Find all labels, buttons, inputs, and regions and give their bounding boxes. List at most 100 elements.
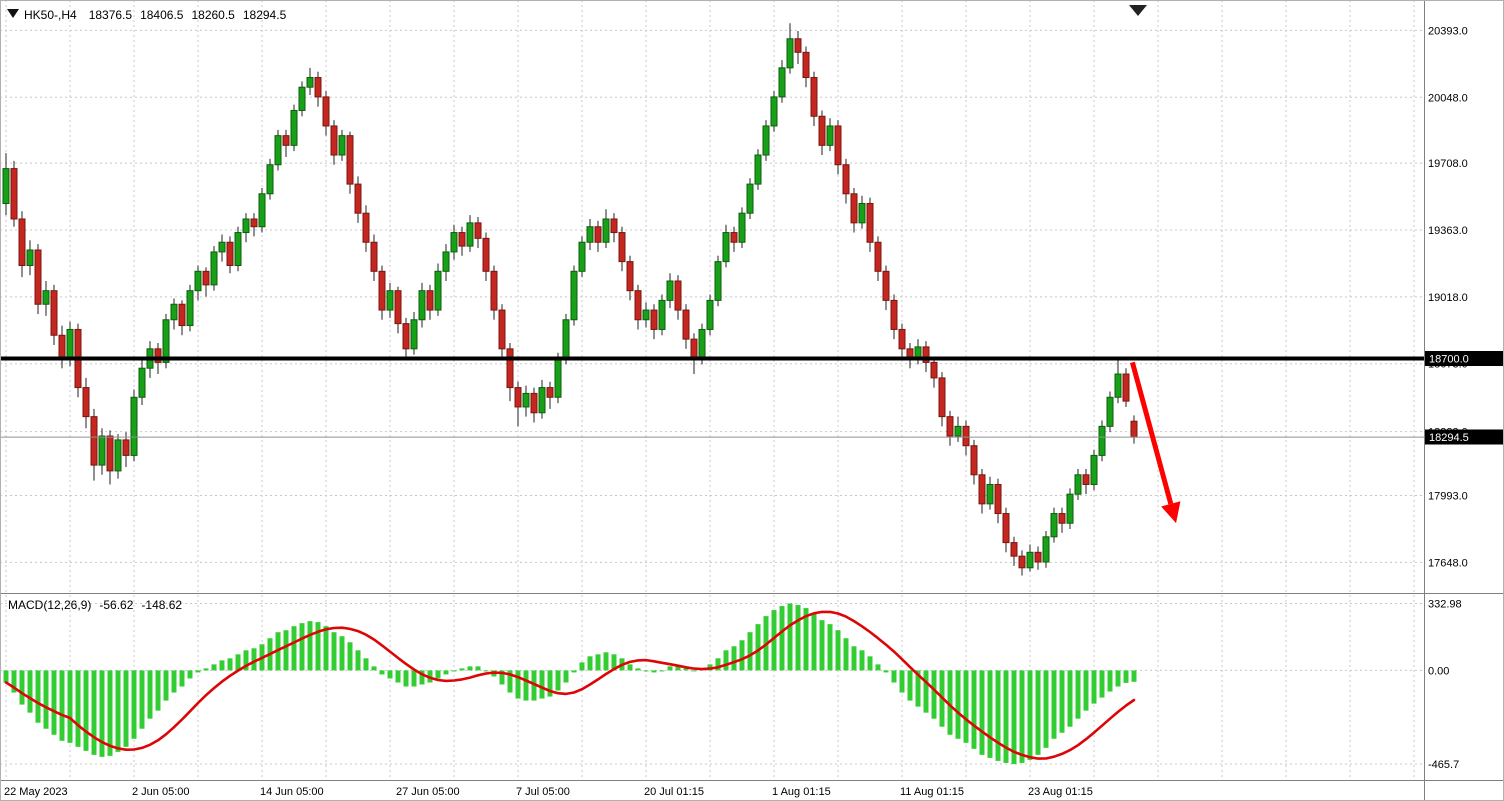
macd-histogram-bar <box>715 658 721 671</box>
candle-bull <box>266 164 274 195</box>
arrow-head[interactable] <box>1161 501 1181 524</box>
macd-histogram-bar <box>163 670 169 701</box>
macd-axis-label: 332.98 <box>1428 598 1462 610</box>
macd-histogram-bar <box>891 670 897 683</box>
macd-histogram-bar <box>1035 670 1041 755</box>
price-axis-label: 19018.0 <box>1428 292 1468 304</box>
macd-histogram-bar <box>435 670 441 679</box>
candle-bull <box>290 109 298 146</box>
badge-label: 18294.5 <box>1429 432 1469 444</box>
candle-bear <box>650 309 658 330</box>
time-axis-label: 20 Jul 01:15 <box>644 786 704 798</box>
macd-histogram-bar <box>1003 670 1009 763</box>
candle-bull <box>562 319 570 360</box>
candle-bull <box>714 261 722 301</box>
price-axis-label: 19708.0 <box>1428 158 1468 170</box>
candle-bear <box>834 125 842 166</box>
macd-signal-value: -148.62 <box>141 598 182 612</box>
candle-bull <box>538 387 546 414</box>
macd-histogram-bar <box>315 622 321 671</box>
candle-bear <box>674 280 682 311</box>
macd-histogram-bar <box>979 670 985 755</box>
candle-bull <box>306 77 314 88</box>
macd-histogram-bar <box>115 670 121 752</box>
price-axis-area[interactable] <box>1425 0 1504 801</box>
candle-bull <box>2 168 10 204</box>
candle-bear <box>890 299 898 330</box>
macd-histogram-bar <box>643 670 649 672</box>
macd-histogram-bar <box>835 630 841 671</box>
candle-bear <box>634 290 642 321</box>
macd-histogram-bar <box>83 670 89 751</box>
macd-histogram-bar <box>403 670 409 687</box>
macd-histogram-bar <box>371 666 377 671</box>
candle-bull <box>826 125 834 146</box>
macd-histogram-bar <box>363 658 369 671</box>
macd-histogram-bar <box>563 670 569 683</box>
candle-bull <box>114 439 122 472</box>
macd-histogram-bar <box>299 623 305 671</box>
macd-histogram-bar <box>955 670 961 739</box>
candle-bull <box>642 309 650 321</box>
macd-histogram-bar <box>339 636 345 671</box>
macd-histogram-bar <box>107 670 113 756</box>
candle-bear <box>1018 555 1026 569</box>
macd-histogram-bar <box>179 670 185 687</box>
candle-bear <box>282 135 290 146</box>
macd-histogram-bar <box>483 670 489 672</box>
time-axis-label: 2 Jun 05:00 <box>132 786 190 798</box>
candle-bull <box>298 86 306 111</box>
candle-bull <box>578 241 586 272</box>
candle-bear <box>802 51 810 79</box>
candle-bear <box>994 483 1002 515</box>
candle-bull <box>602 218 610 243</box>
candle-bear <box>34 249 42 305</box>
time-axis-label: 23 Aug 01:15 <box>1028 786 1093 798</box>
macd-histogram-bar <box>907 670 913 701</box>
candle-bull <box>778 67 786 98</box>
candle-bear <box>898 328 906 350</box>
candle-bull <box>858 202 866 224</box>
macd-histogram-bar <box>859 650 865 671</box>
candle-bear <box>1002 513 1010 544</box>
trend-arrow-object[interactable] <box>1129 361 1181 524</box>
macd-histogram-bar <box>3 670 9 683</box>
badge-label: 18700.0 <box>1429 354 1469 366</box>
candle-bear <box>498 309 506 350</box>
candle-bear <box>362 212 370 243</box>
candle-bull <box>242 218 250 234</box>
macd-histogram-bar <box>811 614 817 671</box>
candle-bear <box>202 270 210 286</box>
candle-bull <box>386 290 394 311</box>
macd-histogram-bar <box>235 654 241 671</box>
time-axis-label: 22 May 2023 <box>4 786 68 798</box>
macd-histogram-bar <box>555 670 561 691</box>
arrow-shaft[interactable] <box>1129 361 1174 505</box>
macd-histogram-bar <box>915 670 921 707</box>
macd-histogram-bar <box>963 670 969 743</box>
time-axis-area[interactable] <box>0 781 1424 801</box>
macd-histogram-bar <box>739 640 745 671</box>
candle-bull <box>1042 536 1050 563</box>
chart-shift-marker-icon[interactable] <box>1129 5 1147 16</box>
macd-histogram-bar <box>1059 670 1065 733</box>
candle-bull <box>666 280 674 301</box>
macd-histogram-bar <box>251 648 257 671</box>
candle-bull <box>746 183 754 214</box>
macd-histogram-bar <box>683 668 689 671</box>
candle-bear <box>378 270 386 311</box>
macd-histogram-bar <box>883 670 889 673</box>
candle-bear <box>178 303 186 327</box>
macd-histogram-bar <box>291 626 297 671</box>
macd-histogram-bar <box>523 670 529 701</box>
candle-bear <box>106 435 114 472</box>
candle-bull <box>466 222 474 247</box>
candle-bear <box>794 38 802 53</box>
macd-histogram-bar <box>1051 670 1057 739</box>
candle-bull <box>42 290 50 305</box>
macd-indicator-panel <box>3 603 1137 765</box>
macd-histogram-bar <box>1027 670 1033 760</box>
macd-histogram-bar <box>1083 670 1089 711</box>
candle-bull <box>554 358 562 398</box>
